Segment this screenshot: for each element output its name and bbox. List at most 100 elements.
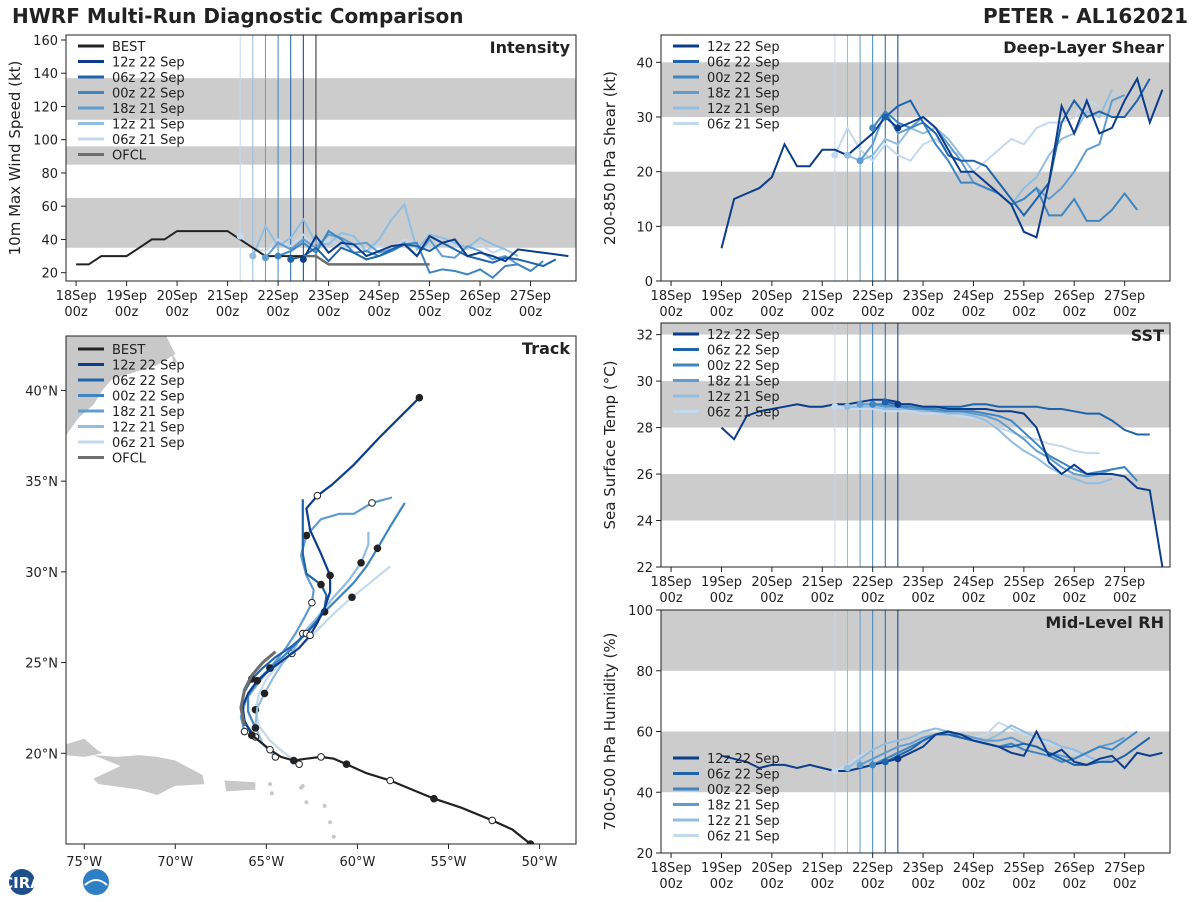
y-tick-label: 10 (636, 220, 653, 235)
x-tick-label-hour: 00z (1113, 591, 1137, 606)
init-point-marker (843, 151, 851, 159)
track-position-marker (415, 393, 424, 402)
legend-label: 06z 22 Sep (112, 374, 185, 389)
init-point-marker (249, 252, 257, 260)
x-tick-label-hour: 00z (468, 305, 492, 320)
x-tick-label-date: 21Sep (802, 861, 843, 876)
legend-label: 12z 22 Sep (707, 40, 780, 55)
series-line-intensity (290, 241, 557, 268)
island (337, 849, 341, 853)
track-position-marker (260, 689, 269, 698)
y-tick-label: 30 (636, 111, 653, 126)
series-line-rh (897, 729, 1163, 770)
x-tick-label-date: 20Sep (157, 289, 198, 304)
x-tick-label-date: 19Sep (106, 289, 147, 304)
x-tick-label-date: 23Sep (903, 575, 944, 590)
legend-label: 06z 21 Sep (707, 118, 780, 133)
x-tick-label-date: 24Sep (953, 575, 994, 590)
panel-title: Intensity (490, 38, 571, 57)
series-line-intensity (251, 202, 519, 257)
legend-label: 12z 22 Sep (707, 328, 780, 343)
panel-title: Mid-Level RH (1045, 613, 1164, 632)
y-axis-label: 700-500 hPa Humidity (%) (601, 632, 619, 830)
x-tick-label-hour: 00z (165, 305, 189, 320)
panel-track: 75°W 70°W 65°W 60°W 55°W 50°W 20°N 25°N 30°N 35°N… (25, 335, 577, 870)
x-tick-label-hour: 00z (1012, 877, 1036, 892)
series-line-intensity (302, 234, 569, 263)
model-track-line (254, 531, 370, 758)
panel-title: Deep-Layer Shear (1003, 38, 1164, 57)
island (269, 791, 274, 796)
shaded-band (661, 610, 1170, 671)
best-track-line (720, 398, 899, 441)
series-line-rh (872, 730, 1138, 766)
y-tick-label: 140 (33, 67, 58, 82)
land-mass (93, 755, 205, 795)
legend-label: 06z 21 Sep (707, 406, 780, 421)
init-point-marker (856, 400, 864, 408)
track-position-marker (306, 631, 314, 640)
ofcl-line (303, 254, 430, 266)
shaded-band (661, 171, 1170, 227)
track-position-marker (313, 491, 322, 500)
figure-title: HWRF Multi-Run Diagnostic Comparison (12, 4, 464, 28)
track-inner (66, 336, 535, 853)
track-position-marker (357, 558, 365, 567)
x-tick-label-hour: 00z (811, 591, 835, 606)
y-tick-label: 40 (41, 233, 58, 248)
x-tick-label-date: 22Sep (258, 289, 299, 304)
y-tick-label: 80 (41, 167, 58, 182)
x-tick-label-date: 19Sep (701, 575, 742, 590)
lon-tick-label: 75°W (66, 855, 102, 870)
x-tick-label-date: 26Sep (1054, 575, 1095, 590)
legend-label: 00z 22 Sep (707, 783, 780, 798)
panel-rh: 2040608010018Sep00z19Sep00z20Sep00z21Sep… (601, 604, 1171, 892)
plot-frame (660, 322, 1171, 568)
track-position-marker (251, 724, 260, 732)
seal-wave (84, 879, 108, 886)
island (300, 783, 305, 788)
x-tick-label-hour: 00z (1063, 591, 1087, 606)
x-tick-label-hour: 00z (659, 591, 683, 606)
legend-label: 18z 21 Sep (707, 375, 780, 390)
series-line-sst (897, 403, 1164, 568)
x-tick-label-date: 23Sep (308, 289, 349, 304)
x-tick-label-date: 20Sep (751, 575, 792, 590)
cira-logo: CIRA (2, 866, 116, 902)
x-tick-label-date: 18Sep (651, 575, 692, 590)
best-position-marker (386, 776, 395, 785)
plot-frame (65, 335, 577, 845)
series-line-shear (884, 78, 1151, 218)
y-tick-label: 24 (636, 515, 653, 530)
legend-label: 06z 21 Sep (112, 436, 185, 451)
series-line-sst (847, 405, 1113, 485)
lat-tick-label: 25°N (25, 657, 58, 672)
x-tick-label-date: 26Sep (1054, 861, 1095, 876)
x-tick-label-hour: 00z (911, 877, 935, 892)
model-track-line (239, 499, 328, 738)
legend-label: 18z 21 Sep (112, 102, 185, 117)
y-axis-label: Sea Surface Temp (°C) (601, 360, 619, 529)
storm-name: PETER - AL162021 (983, 4, 1188, 28)
x-tick-label-date: 23Sep (903, 289, 944, 304)
track-position-marker (326, 571, 334, 580)
x-tick-label-date: 25Sep (1003, 861, 1044, 876)
legend-label: 00z 22 Sep (707, 359, 780, 374)
init-point-marker (894, 124, 902, 132)
y-tick-label: 100 (628, 604, 653, 619)
init-point-marker (831, 403, 839, 411)
shaded-band (66, 146, 576, 165)
island (268, 782, 272, 787)
best-position-marker (342, 760, 351, 768)
x-tick-label-hour: 00z (710, 591, 734, 606)
series-line-intensity (277, 229, 544, 279)
lon-tick-label: 55°W (431, 855, 467, 870)
y-tick-label: 30 (636, 375, 653, 390)
shaded-band (66, 78, 576, 120)
x-tick-label-hour: 00z (962, 591, 986, 606)
series-line-shear (897, 76, 1164, 239)
init-point-marker (856, 761, 864, 769)
logo-text: CIRA (6, 874, 42, 892)
y-tick-label: 28 (636, 422, 653, 437)
